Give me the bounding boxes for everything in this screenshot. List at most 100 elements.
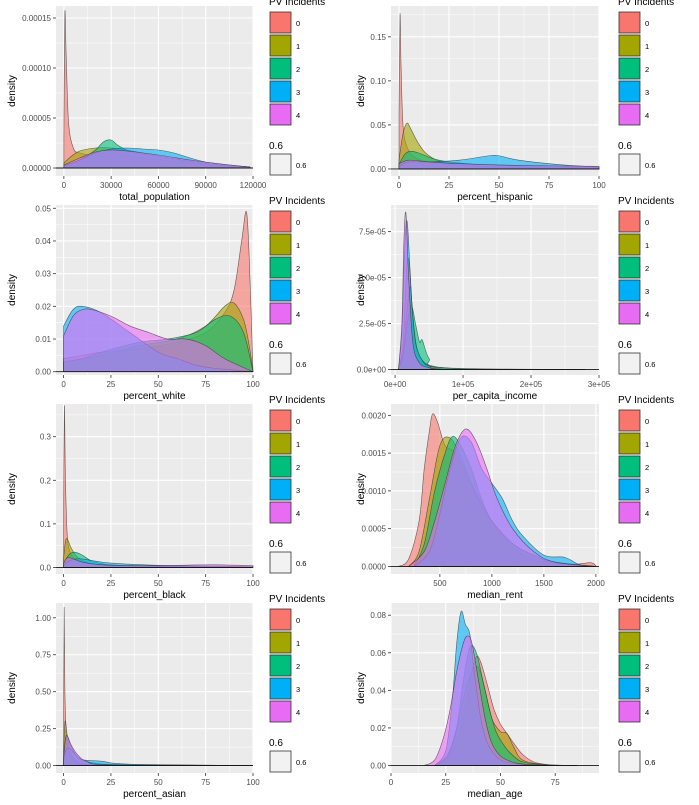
x-tick-label: 100: [246, 579, 260, 588]
legend-key-0: [618, 11, 641, 34]
x-tick-label: 75: [201, 380, 210, 389]
legend-label: 2: [645, 463, 649, 472]
legend-item-3: 3: [618, 279, 649, 302]
legend-key-2: [618, 654, 641, 677]
legend-item-3: 3: [269, 80, 300, 103]
legend-key-2: [269, 57, 292, 80]
x-tick-label: 0: [62, 181, 67, 190]
legend: PV Incidents 0 1 2 3 4 0.6 0.6: [269, 395, 325, 574]
legend: PV Incidents 0 1 2 3 4 0.6 0.6: [618, 594, 674, 773]
legend: PV Incidents 0 1 2 3 4 0.6 0.6: [269, 196, 325, 375]
y-tick-label: 0.00: [35, 762, 51, 771]
legend-label: 0: [645, 218, 649, 227]
legend-title: PV Incidents: [269, 0, 325, 8]
legend-label: 4: [645, 310, 649, 319]
legend-key-0: [269, 210, 292, 233]
y-tick-label: 0.00005: [22, 114, 51, 123]
y-tick-label: 0.0010: [362, 487, 387, 496]
legend-label: 3: [296, 685, 300, 694]
legend-key-4: [269, 501, 292, 524]
y-tick-label: 0.05: [370, 121, 386, 130]
legend-title: PV Incidents: [269, 594, 325, 605]
y-tick-label: 0.00000: [22, 164, 51, 173]
legend-alpha-key: [618, 551, 641, 574]
legend-key-2: [618, 256, 641, 279]
legend-item-0: 0: [618, 409, 649, 432]
legend-alpha-label: 0.6: [296, 360, 306, 369]
legend-alpha-title: 0.6: [618, 340, 632, 351]
legend-item-2: 2: [618, 654, 649, 677]
density-area-4: [407, 428, 596, 567]
x-tick-label: 100: [246, 778, 260, 787]
legend-label: 2: [296, 65, 300, 74]
legend-alpha-key: [618, 153, 641, 176]
legend-key-4: [618, 103, 641, 126]
legend-key-1: [269, 34, 292, 57]
legend-label: 1: [296, 241, 300, 250]
x-tick-label: 50: [154, 778, 163, 787]
legend-title: PV Incidents: [269, 196, 325, 207]
legend-key-0: [269, 409, 292, 432]
y-tick-label: 0.1: [40, 520, 52, 529]
legend-key-4: [269, 103, 292, 126]
legend-alpha-title: 0.6: [269, 738, 283, 749]
legend-key-3: [618, 677, 641, 700]
legend-item-1: 1: [269, 34, 300, 57]
legend-key-1: [618, 432, 641, 455]
legend-item-0: 0: [269, 409, 300, 432]
legend-label: 4: [645, 708, 649, 717]
legend-item-1: 1: [618, 631, 649, 654]
x-axis-title: median_age: [467, 789, 522, 800]
y-tick-label: 0.2: [40, 476, 52, 485]
legend-label: 3: [296, 486, 300, 495]
legend-key-3: [269, 677, 292, 700]
legend-item-4: 4: [618, 302, 649, 325]
legend-alpha-key: [618, 750, 641, 773]
legend-label: 4: [296, 310, 300, 319]
legend-alpha-key: [269, 750, 292, 773]
legend-item-2: 2: [269, 256, 300, 279]
density-area-4: [423, 635, 578, 766]
legend-alpha-label: 0.6: [645, 360, 655, 369]
panel-background: [56, 6, 253, 176]
legend-label: 3: [296, 287, 300, 296]
legend-label: 2: [296, 662, 300, 671]
x-axis-title: percent_asian: [123, 789, 186, 800]
y-axis-title: density: [356, 274, 367, 306]
legend-key-1: [269, 631, 292, 654]
legend-key-0: [618, 409, 641, 432]
x-tick-label: 0e+00: [384, 380, 407, 389]
x-axis-title: percent_black: [123, 590, 186, 601]
legend-alpha-key: [618, 352, 641, 375]
y-tick-label: 0.00: [370, 165, 386, 174]
legend-label: 1: [645, 241, 649, 250]
legend-label: 4: [296, 708, 300, 717]
y-tick-label: 0.00: [35, 368, 51, 377]
legend-label: 2: [296, 463, 300, 472]
legend-label: 1: [645, 42, 649, 51]
legend-label: 3: [296, 88, 300, 97]
legend-label: 0: [645, 19, 649, 28]
y-tick-label: 0.08: [370, 611, 386, 620]
legend-key-0: [618, 608, 641, 631]
legend-alpha-key: [269, 153, 292, 176]
x-tick-label: 0: [389, 778, 394, 787]
legend-label: 1: [645, 639, 649, 648]
legend-label: 1: [645, 440, 649, 449]
legend-item-2: 2: [618, 455, 649, 478]
legend-item-4: 4: [269, 700, 300, 723]
y-tick-label: 7.5e-05: [359, 228, 387, 237]
legend-key-3: [269, 478, 292, 501]
legend-key-4: [618, 501, 641, 524]
x-axis-title: percent_hispanic: [457, 192, 533, 203]
x-tick-label: 500: [433, 579, 447, 588]
legend-key-4: [269, 302, 292, 325]
legend-key-0: [618, 210, 641, 233]
legend-alpha-label: 0.6: [645, 758, 655, 767]
legend-label: 0: [296, 417, 300, 426]
legend-item-2: 2: [269, 654, 300, 677]
legend: PV Incidents 0 1 2 3 4 0.6 0.6: [618, 395, 674, 574]
legend-label: 0: [296, 19, 300, 28]
y-tick-label: 0.00: [370, 761, 386, 770]
